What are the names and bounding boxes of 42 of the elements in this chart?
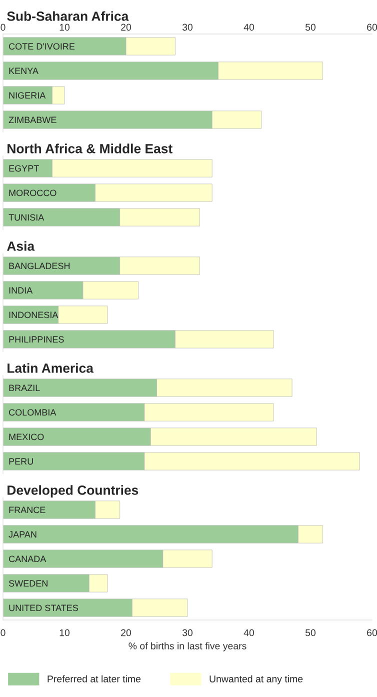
legend-label: Unwanted at any time (210, 675, 303, 684)
x-tick-label: 30 (182, 629, 193, 636)
chart-title: North Africa & Middle East (8, 144, 172, 154)
x-tick-label: 40 (244, 24, 254, 31)
legend-label: Preferred at later time (48, 675, 141, 682)
y-tick-label: COLOMBIA (9, 409, 56, 416)
y-tick-label: FRANCE (9, 506, 46, 514)
y-tick-label: KENYA (9, 68, 38, 74)
x-tick-label: 0 (0, 629, 6, 636)
y-tick-label: EGYPT (9, 165, 39, 172)
y-tick-label: NIGERIA (9, 92, 46, 99)
y-tick-label: BANGLADESH (9, 262, 70, 270)
x-tick-label: 30 (182, 24, 193, 31)
y-tick-label: PERU (9, 458, 33, 465)
x-tick-label: 10 (60, 629, 70, 636)
y-tick-label: BRAZIL (9, 384, 40, 392)
y-tick-label: SWEDEN (8, 580, 48, 587)
y-tick-label: INDONESIA (9, 312, 58, 318)
y-tick-label: INDIA (9, 287, 33, 294)
x-tick-label: 50 (305, 24, 316, 31)
chart-title: Latin America (8, 363, 94, 373)
chart-title: Sub-Saharan Africa (7, 11, 129, 21)
chart-title: Developed Countries (8, 485, 138, 498)
x-tick-label: 20 (121, 24, 132, 31)
x-axis-title: % of births in last five years (128, 642, 246, 652)
y-tick-label: JAPAN (8, 531, 36, 538)
y-tick-label: COTE D'IVOIRE (9, 43, 75, 50)
x-tick-label: 60 (367, 24, 377, 31)
y-tick-label: MOROCCO (9, 190, 56, 196)
y-tick-label: PHILIPPINES (9, 336, 64, 343)
y-tick-label: UNITED STATES (9, 604, 78, 612)
x-tick-label: 0 (0, 24, 6, 31)
chart-title: Asia (7, 241, 35, 251)
y-tick-label: TUNISIA (8, 214, 44, 221)
x-tick-label: 40 (244, 629, 254, 636)
x-tick-label: 20 (121, 629, 132, 636)
y-tick-label: MEXICO (9, 434, 44, 440)
y-tick-label: ZIMBABWE (8, 116, 56, 124)
x-tick-label: 50 (305, 629, 316, 636)
x-tick-label: 10 (60, 24, 70, 31)
x-tick-label: 60 (367, 629, 377, 636)
y-tick-label: CANADA (9, 556, 46, 562)
